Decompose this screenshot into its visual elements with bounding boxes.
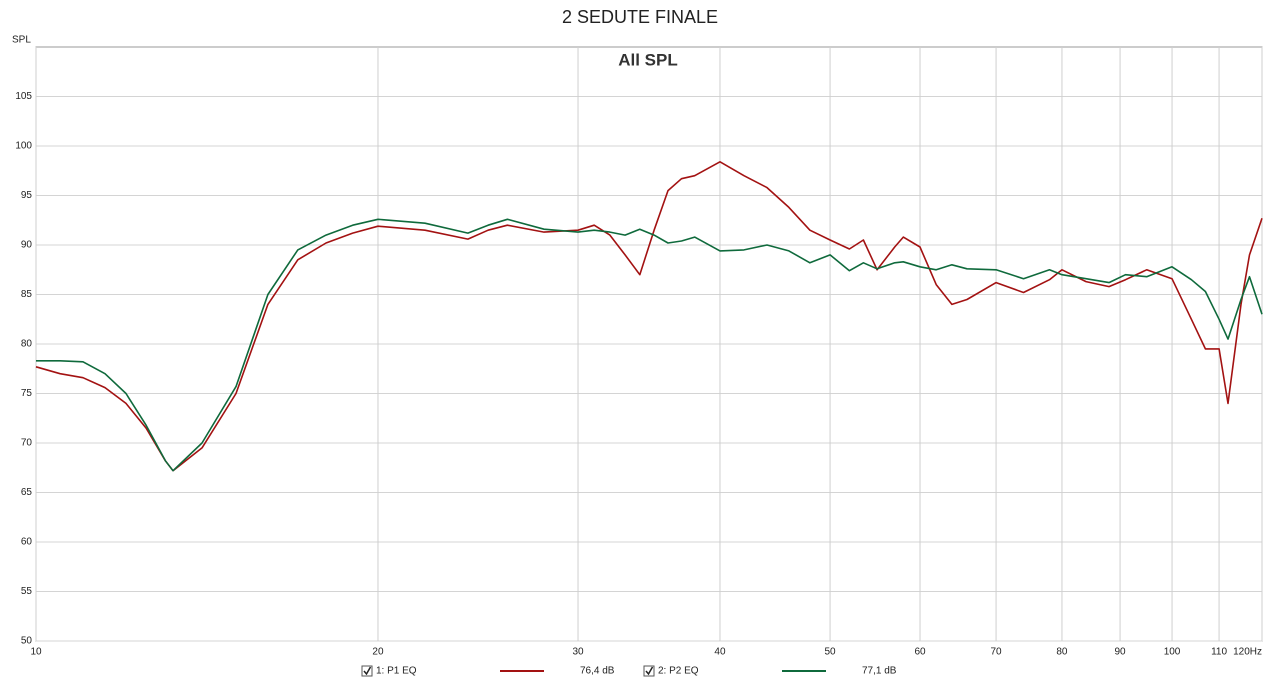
x-tick-label: 30 <box>572 647 584 658</box>
series-line <box>36 218 1263 472</box>
y-tick-label: 75 <box>21 388 33 399</box>
legend-label: 1: P1 EQ <box>376 666 417 677</box>
y-tick-label: 105 <box>15 91 32 102</box>
legend-level: 77,1 dB <box>862 666 897 677</box>
y-tick-label: 95 <box>21 190 33 201</box>
legend-checkbox[interactable] <box>643 665 655 677</box>
y-tick-label: 60 <box>21 537 33 548</box>
x-tick-label: 110 <box>1211 647 1227 658</box>
x-tick-label: 100 <box>1164 647 1181 658</box>
chart-title: 2 SEDUTE FINALE <box>562 7 718 27</box>
y-tick-label: 50 <box>21 636 33 647</box>
y-tick-label: 100 <box>15 141 32 152</box>
legend-level: 76,4 dB <box>580 666 615 677</box>
x-tick-label: 40 <box>714 647 726 658</box>
legend-checkbox[interactable] <box>361 665 373 677</box>
x-tick-label: 120Hz <box>1233 647 1262 658</box>
x-tick-label: 80 <box>1056 647 1068 658</box>
y-tick-label: 85 <box>21 289 33 300</box>
x-tick-label: 20 <box>372 647 384 658</box>
x-tick-label: 60 <box>914 647 926 658</box>
legend-checkmark <box>363 666 372 676</box>
legend-label: 2: P2 EQ <box>658 666 699 677</box>
x-tick-label: 70 <box>991 647 1003 658</box>
y-tick-label: 80 <box>21 339 33 350</box>
x-tick-label: 90 <box>1115 647 1127 658</box>
chart-subtitle: All SPL <box>618 50 678 69</box>
y-axis-label: SPL <box>12 35 31 46</box>
y-tick-label: 55 <box>21 586 33 597</box>
legend-checkmark <box>645 666 654 676</box>
series-line <box>35 161 1263 472</box>
y-tick-label: 70 <box>21 438 33 449</box>
y-tick-label: 90 <box>21 240 33 251</box>
y-tick-label: 65 <box>21 487 33 498</box>
x-tick-label: 50 <box>824 647 836 658</box>
x-tick-label: 10 <box>30 647 42 658</box>
